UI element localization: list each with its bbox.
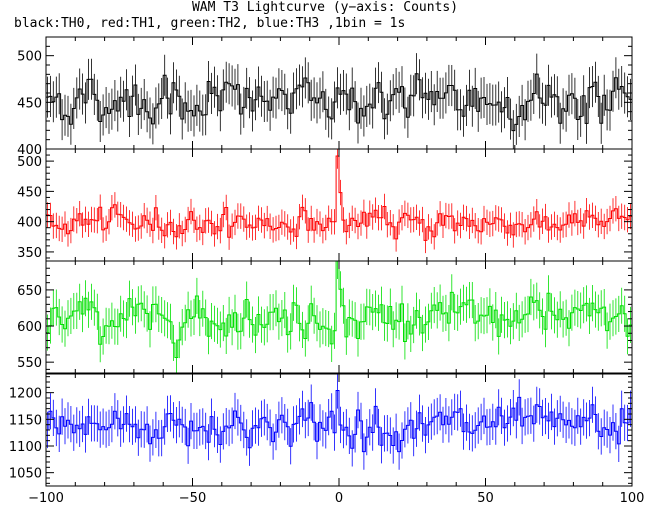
y-tick-label: 400 — [17, 216, 42, 231]
y-tick-label: 600 — [17, 320, 42, 335]
y-tick-label: 350 — [17, 246, 42, 261]
y-tick-label: 1100 — [9, 440, 42, 455]
x-tick-label: 0 — [335, 491, 343, 505]
series-th0 — [46, 53, 632, 149]
step-line-th0 — [46, 73, 632, 132]
step-line-th1 — [46, 155, 632, 241]
series-th1 — [46, 149, 632, 254]
x-tick-label: 100 — [620, 491, 645, 505]
error-bars-th0 — [47, 53, 631, 149]
step-line-th2 — [46, 261, 632, 358]
x-tick-label: 50 — [477, 491, 494, 505]
panel-th3: 1050 1100 1150 1200 — [9, 373, 633, 487]
y-tick-label: 1050 — [9, 467, 42, 482]
chart-subtitle: black:TH0, red:TH1, green:TH2, blue:TH3 … — [14, 16, 406, 31]
series-th3 — [46, 374, 632, 470]
y-tick-label: 650 — [17, 284, 42, 299]
error-bars-th1 — [47, 149, 631, 254]
y-tick-label: 450 — [17, 96, 42, 111]
y-tick-label: 500 — [17, 155, 42, 170]
series-th2 — [46, 261, 632, 373]
chart-title: WAM T3 Lightcurve (y−axis: Counts) — [191, 0, 459, 15]
y-tick-label: 500 — [17, 50, 42, 65]
step-line-th3 — [46, 390, 632, 453]
y-tick-label: 1200 — [9, 387, 42, 402]
y-tick-label: 1150 — [9, 413, 42, 428]
y-tick-label: 550 — [17, 356, 42, 371]
x-tick-label: −100 — [28, 491, 64, 505]
panel-th0: 400 450 500 — [17, 36, 633, 158]
error-bars-th2 — [47, 261, 631, 373]
x-tick-label: −50 — [179, 491, 206, 505]
panel-th2: 550 600 650 — [17, 260, 633, 374]
y-tick-label: 450 — [17, 185, 42, 200]
panel-th1: 350 400 450 500 — [17, 148, 633, 262]
y-tick-label: 400 — [17, 143, 42, 158]
